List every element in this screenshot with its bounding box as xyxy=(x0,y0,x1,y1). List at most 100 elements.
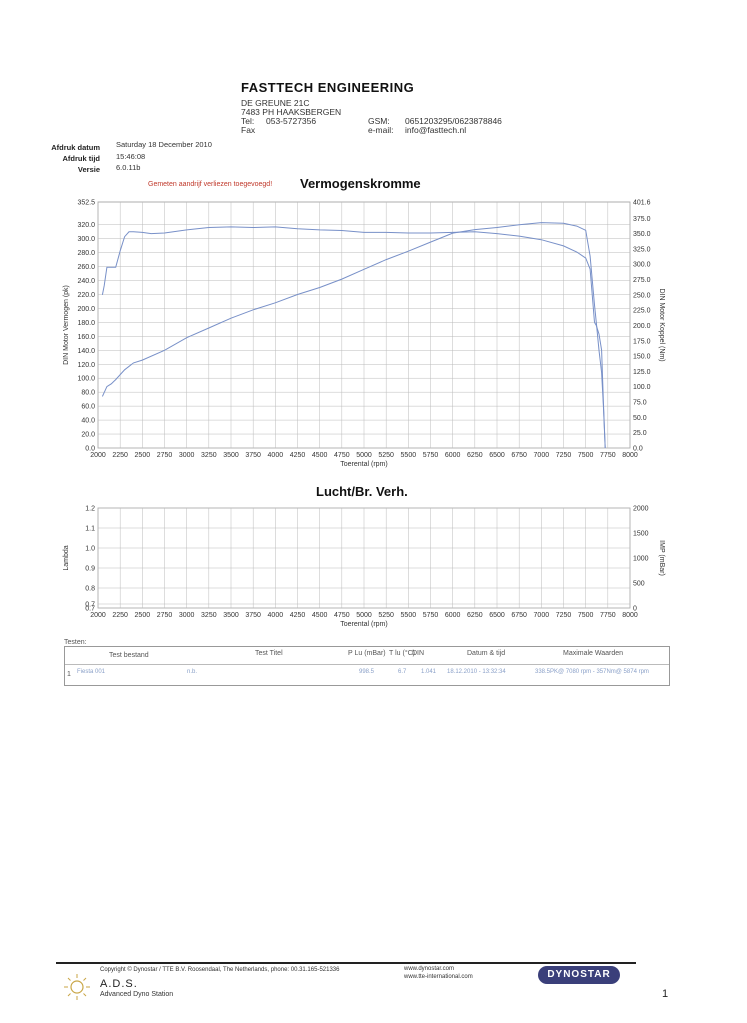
x-tick-label: 4500 xyxy=(312,612,328,619)
tel-label: Tel: xyxy=(241,116,255,126)
x-tick-label: 4000 xyxy=(268,452,284,459)
y-tick-label: 240.0 xyxy=(77,278,95,285)
y-tick-label: 320.0 xyxy=(77,222,95,229)
company-name: FASTTECH ENGINEERING xyxy=(241,80,415,95)
y2-tick-label: 75.0 xyxy=(633,400,647,407)
y2-tick-label: 100.0 xyxy=(633,384,651,391)
tests-header-divider xyxy=(65,664,669,665)
footer-rule xyxy=(56,962,636,964)
y-tick-label: 1.2 xyxy=(85,506,95,513)
ads-sun-icon xyxy=(64,974,90,1000)
y2-tick-label: 50.0 xyxy=(633,415,647,422)
power-line xyxy=(101,222,606,449)
x-tick-label: 6000 xyxy=(445,612,461,619)
tests-cell-din: 1.041 xyxy=(421,669,437,675)
x-tick-label: 6250 xyxy=(467,452,483,459)
x-tick-label: 6500 xyxy=(489,612,505,619)
x-tick-label: 4500 xyxy=(312,452,328,459)
x-tick-label: 7000 xyxy=(534,452,550,459)
x-axis-label: Toerental (rpm) xyxy=(340,621,387,628)
x-tick-label: 6000 xyxy=(445,452,461,459)
tests-cell-date: 18.12.2010 - 13:32:34 xyxy=(447,669,506,675)
x-tick-label: 5000 xyxy=(356,452,372,459)
page-number: 1 xyxy=(662,988,669,1000)
y-tick-label: 40.0 xyxy=(81,418,95,425)
version-label: Versie xyxy=(77,165,100,174)
ads-logo-text: A.D.S. xyxy=(100,978,138,990)
y-tick-label: 120.0 xyxy=(77,362,95,369)
y2-tick-label: 350.0 xyxy=(633,231,651,238)
y-axis-label: Lambda xyxy=(63,545,70,570)
y2-tick-label: 150.0 xyxy=(633,354,651,361)
print-date-value: Saturday 18 December 2010 xyxy=(116,140,212,149)
y-tick-label: 140.0 xyxy=(77,348,95,355)
print-time-label: Afdruk tijd xyxy=(62,154,101,163)
tte-url[interactable]: www.tte-international.com xyxy=(404,974,473,980)
y-tick-label: 200.0 xyxy=(77,306,95,313)
y-tick-label: 0.7 xyxy=(85,606,95,613)
x-tick-label: 7250 xyxy=(556,612,572,619)
tests-header-din: DIN xyxy=(412,650,425,657)
y-tick-label: 20.0 xyxy=(81,432,95,439)
x-tick-label: 2250 xyxy=(112,452,128,459)
x-tick-label: 6750 xyxy=(511,612,527,619)
torque-line xyxy=(101,226,606,449)
x-tick-label: 5000 xyxy=(356,612,372,619)
x-tick-label: 3250 xyxy=(201,612,217,619)
y-tick-label: 300.0 xyxy=(77,236,95,243)
x-tick-label: 4250 xyxy=(290,612,306,619)
y2-tick-label: 25.0 xyxy=(633,430,647,437)
y-tick-label: 60.0 xyxy=(81,404,95,411)
y-tick-label: 0.9 xyxy=(85,566,95,573)
y2-tick-label: 225.0 xyxy=(633,308,651,315)
y2-tick-label: 1000 xyxy=(633,556,649,563)
dynostar-url[interactable]: www.dynostar.com xyxy=(404,966,455,972)
y-tick-label: 80.0 xyxy=(81,390,95,397)
y2-tick-label: 175.0 xyxy=(633,338,651,345)
x-tick-label: 5500 xyxy=(401,452,417,459)
gsm-label: GSM: xyxy=(368,116,390,126)
tests-cell-plu: 998.5 xyxy=(359,669,375,675)
tests-row-index: 1 xyxy=(67,671,71,678)
x-tick-label: 2500 xyxy=(135,452,151,459)
x-tick-label: 7250 xyxy=(556,452,572,459)
x-tick-label: 2750 xyxy=(157,612,173,619)
y2-tick-label: 2000 xyxy=(633,506,649,513)
x-tick-label: 2500 xyxy=(135,612,151,619)
x-tick-label: 7500 xyxy=(578,452,594,459)
copyright-text: Copyright © Dynostar / TTE B.V. Roosenda… xyxy=(100,967,340,973)
y2-tick-label: 300.0 xyxy=(633,262,651,269)
x-tick-label: 3500 xyxy=(223,452,239,459)
tests-header-tlu: T lu (°C) xyxy=(389,650,416,657)
tests-header-date: Datum & tijd xyxy=(467,650,506,657)
x-tick-label: 7500 xyxy=(578,612,594,619)
x-tick-label: 3500 xyxy=(223,612,239,619)
y2-tick-label: 125.0 xyxy=(633,369,651,376)
y2-tick-label: 0.0 xyxy=(633,446,643,453)
y2-tick-label: 401.6 xyxy=(633,200,651,207)
print-time-value: 15:46:08 xyxy=(116,152,146,161)
tests-cell-title: n.b. xyxy=(187,669,198,675)
x-tick-label: 5500 xyxy=(401,612,417,619)
y2-tick-label: 250.0 xyxy=(633,292,651,299)
lambda-chart: 2000 2250 2500 2750 3000 3250 3500 3750 4000 4250… xyxy=(63,506,665,629)
x-tick-label: 5250 xyxy=(378,612,394,619)
x-tick-label: 6250 xyxy=(467,612,483,619)
y2-tick-label: 200.0 xyxy=(633,323,651,330)
tests-cell-file[interactable]: Fiesta 001 xyxy=(77,669,106,675)
y2-tick-label: 500 xyxy=(633,581,645,588)
y-tick-label: 0.8 xyxy=(85,586,95,593)
y2-tick-label: 1500 xyxy=(633,531,649,538)
power-chart-title: Vermogenskromme xyxy=(300,176,421,191)
fax-label: Fax xyxy=(241,125,256,135)
x-tick-label: 4000 xyxy=(268,612,284,619)
dynostar-logo: DYNOSTAR xyxy=(538,966,620,984)
y-tick-label: 220.0 xyxy=(77,292,95,299)
y2-tick-label: 325.0 xyxy=(633,246,651,253)
x-tick-label: 4250 xyxy=(290,452,306,459)
x-tick-label: 7750 xyxy=(600,452,616,459)
y-tick-label: 352.5 xyxy=(77,200,95,207)
tests-label: Testen: xyxy=(64,639,87,646)
company-city: 7483 PH HAAKSBERGEN xyxy=(241,107,342,117)
ads-subtitle: Advanced Dyno Station xyxy=(100,991,174,998)
